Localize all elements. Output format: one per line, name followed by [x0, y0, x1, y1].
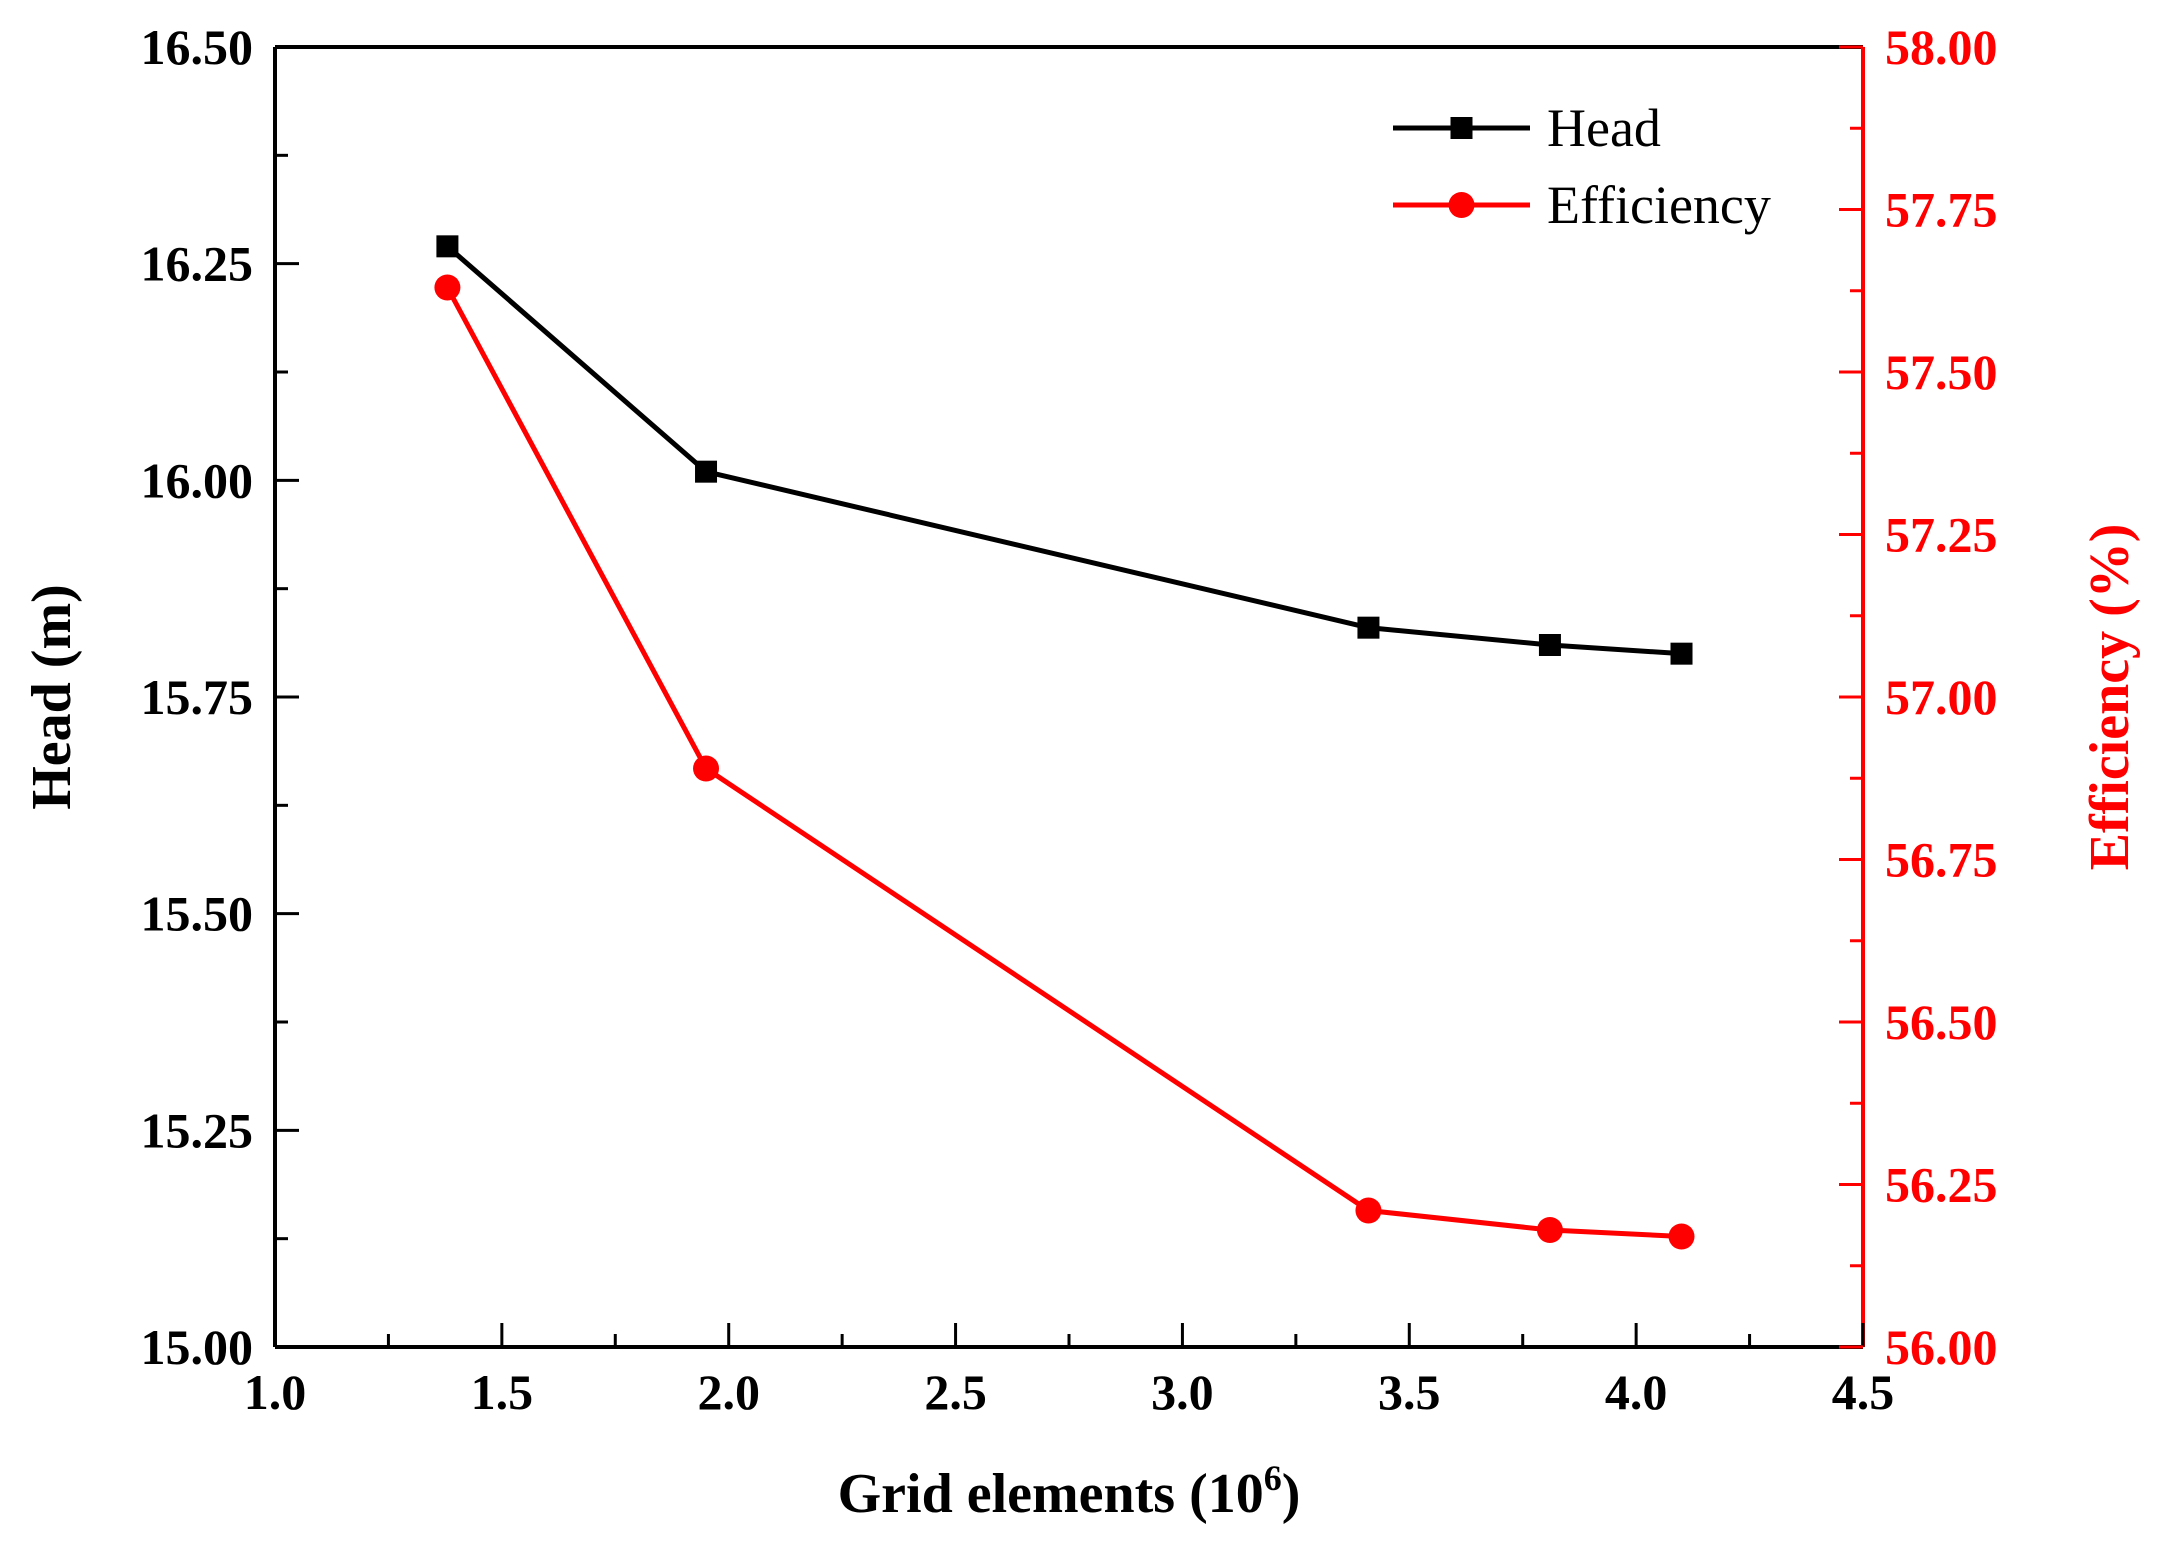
head-point-marker: [436, 235, 459, 258]
right-tick-label: 56.00: [1885, 1319, 1998, 1375]
left-axis-title: Head (m): [21, 584, 83, 810]
legend-efficiency-marker: [1448, 192, 1475, 218]
right-tick-label: 56.50: [1885, 994, 1998, 1050]
head-point-marker: [1357, 616, 1380, 639]
plot-area: [273, 45, 1865, 1349]
legend: Head Efficiency: [1393, 98, 1771, 235]
right-tick-label: 57.50: [1885, 344, 1998, 400]
x-tick-label: 4.0: [1605, 1364, 1668, 1420]
x-tick-label: 2.0: [697, 1364, 760, 1420]
legend-efficiency-label: Efficiency: [1547, 175, 1771, 235]
axes: 1.0 1.5 2.0 2.5 3.0 3.5 4.0 4.5 15.00 15.25 15.50 1…: [141, 19, 1998, 1420]
head-point-marker: [1538, 634, 1561, 656]
right-tick-label: 57.25: [1885, 507, 1998, 563]
head-point-marker: [695, 460, 718, 483]
left-tick-label: 16.00: [141, 452, 254, 508]
right-tick-label: 57.75: [1885, 182, 1998, 238]
right-axis-title: Efficiency (%): [2079, 524, 2141, 871]
efficiency-point-marker: [1355, 1197, 1382, 1224]
efficiency-point-marker: [434, 274, 461, 301]
x-axis-title: Grid elements (106): [838, 1458, 1301, 1525]
efficiency-point-marker: [693, 755, 720, 782]
series-group: [434, 235, 1695, 1250]
right-tick-label: 56.75: [1885, 832, 1998, 888]
x-tick-label: 1.5: [471, 1364, 534, 1420]
left-tick-label: 16.50: [141, 19, 254, 75]
axis-titles: Grid elements (106) Head (m) Efficiency (%…: [21, 524, 2141, 1525]
left-tick-label: 15.00: [141, 1319, 254, 1375]
left-tick-label: 15.25: [141, 1102, 254, 1158]
x-tick-label: 3.0: [1151, 1364, 1214, 1420]
x-tick-label: 3.5: [1378, 1364, 1441, 1420]
right-tick-label: 56.25: [1885, 1157, 1998, 1213]
right-tick-label: 58.00: [1885, 19, 1998, 75]
efficiency-point-marker: [1536, 1217, 1563, 1243]
legend-head-marker: [1450, 117, 1473, 139]
head-series-line: [445, 244, 1682, 657]
legend-head-label: Head: [1547, 98, 1661, 158]
efficiency-point-marker: [1668, 1223, 1695, 1250]
left-tick-label: 16.25: [141, 236, 254, 292]
x-tick-label: 1.0: [244, 1364, 307, 1420]
left-tick-label: 15.50: [141, 886, 254, 942]
left-tick-label: 15.75: [141, 669, 254, 725]
efficiency-series-line: [445, 286, 1682, 1239]
right-tick-label: 57.00: [1885, 669, 1998, 725]
x-tick-label: 2.5: [924, 1364, 987, 1420]
head-point-marker: [1670, 642, 1693, 665]
x-tick-label: 4.5: [1832, 1364, 1895, 1420]
